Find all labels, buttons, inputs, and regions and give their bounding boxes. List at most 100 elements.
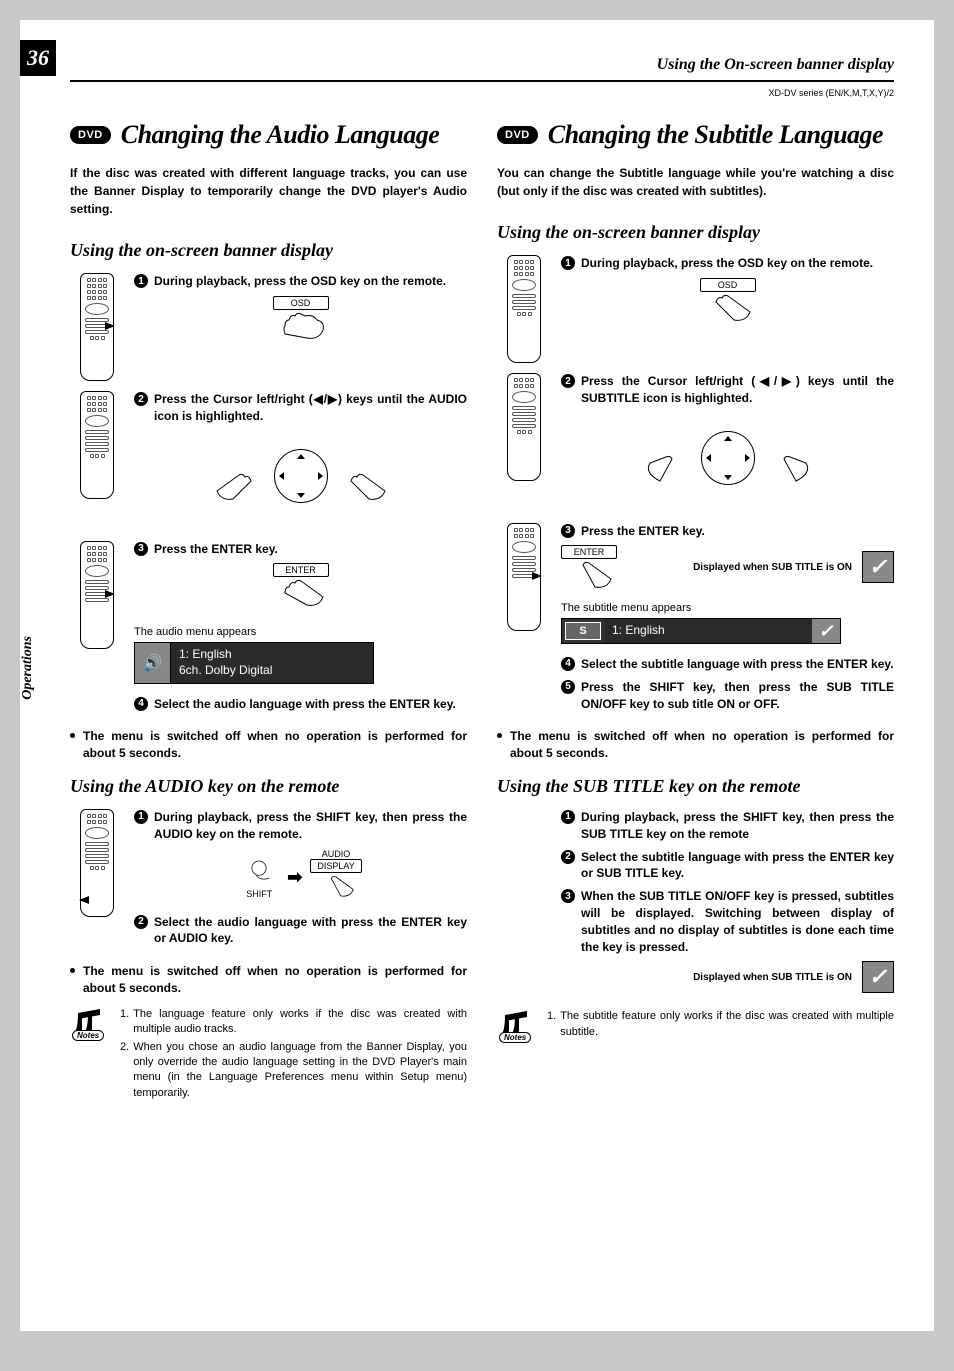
remote-icon [80, 541, 114, 649]
audio-menu-box: 🔊 1: English 6ch. Dolby Digital [134, 642, 374, 683]
step-text: Press the Cursor left/right (◀/▶) keys u… [581, 373, 894, 407]
subtitle-menu-caption: The subtitle menu appears [561, 602, 894, 614]
step-text: During playback, press the OSD key on th… [581, 255, 894, 272]
hand-icon [273, 310, 329, 346]
subsection-banner: Using the on-screen banner display [497, 222, 894, 243]
notes-label: Notes [499, 1032, 531, 1043]
check-icon: ✓ [812, 619, 840, 643]
step-number-icon: 1 [134, 810, 148, 824]
note-text: The menu is switched off when no operati… [83, 963, 467, 997]
note-number: 1. [120, 1007, 129, 1038]
step-number-icon: 2 [561, 374, 575, 388]
step-text: Press the Cursor left/right (◀/▶) keys u… [154, 391, 467, 425]
displayed-note: Displayed when SUB TITLE is ON [693, 971, 852, 984]
step-number-icon: 4 [561, 657, 575, 671]
notes-icon: Notes [497, 1009, 537, 1043]
remote-icon [507, 255, 541, 363]
section-title-subtitle: Changing the Subtitle Language [548, 120, 883, 150]
display-key-label: DISPLAY [310, 859, 361, 873]
remote-icon [80, 809, 114, 917]
notes-icon: Notes [70, 1007, 110, 1041]
check-icon: ✓ [862, 961, 894, 993]
step-number-icon: 3 [134, 542, 148, 556]
step-text: Select the subtitle language with press … [581, 656, 894, 673]
menu-line: 6ch. Dolby Digital [179, 663, 365, 679]
intro-text: You can change the Subtitle language whi… [497, 164, 894, 200]
step-text: Press the ENTER key. [154, 541, 467, 558]
subtitle-menu-box: S 1: English ✓ [561, 618, 841, 644]
step-number-icon: 4 [134, 697, 148, 711]
step-text: Select the audio language with press the… [154, 696, 467, 713]
step-number-icon: 3 [561, 524, 575, 538]
speaker-icon: 🔊 [135, 643, 171, 682]
note-text: The menu is switched off when no operati… [510, 728, 894, 762]
section-title-audio: Changing the Audio Language [121, 120, 440, 150]
audio-menu-caption: The audio menu appears [134, 626, 467, 638]
note-item: The subtitle feature only works if the d… [560, 1009, 894, 1040]
bullet-icon [70, 733, 75, 738]
manual-page: 36 Using the On-screen banner display XD… [20, 20, 934, 1331]
step-text: Press the ENTER key. [581, 523, 894, 540]
step-text: Press the SHIFT key, then press the SUB … [581, 679, 894, 713]
header-title: Using the On-screen banner display [657, 56, 894, 74]
step-number-icon: 1 [561, 256, 575, 270]
step-number-icon: 1 [561, 810, 575, 824]
step-text: Select the audio language with press the… [154, 914, 467, 948]
hand-icon [335, 471, 391, 507]
hand-icon [561, 559, 617, 595]
header-rule [70, 80, 894, 82]
dvd-badge-icon: DVD [497, 126, 538, 144]
subsection-audio-key: Using the AUDIO key on the remote [70, 776, 467, 797]
step-number-icon: 2 [561, 850, 575, 864]
bullet-icon [70, 968, 75, 973]
note-number: 1. [547, 1009, 556, 1040]
side-tab: Operations [18, 630, 38, 706]
dvd-badge-icon: DVD [70, 126, 111, 144]
note-item: The language feature only works if the d… [133, 1007, 467, 1038]
displayed-note: Displayed when SUB TITLE is ON [693, 561, 852, 574]
step-text: Select the subtitle language with press … [581, 849, 894, 883]
remote-icon [80, 391, 114, 499]
bullet-icon [497, 733, 502, 738]
hand-icon [211, 471, 267, 507]
enter-key-label: ENTER [561, 545, 617, 559]
check-icon: ✓ [862, 551, 894, 583]
subsection-subtitle-key: Using the SUB TITLE key on the remote [497, 776, 894, 797]
dpad-illustration [211, 431, 391, 521]
arrow-icon: ➡ [287, 867, 302, 888]
step-number-icon: 3 [561, 889, 575, 903]
remote-icon [507, 373, 541, 481]
step-text: During playback, press the OSD key on th… [154, 273, 467, 290]
left-column: DVD Changing the Audio Language If the d… [70, 120, 467, 1103]
osd-key-label: OSD [273, 296, 329, 310]
right-column: DVD Changing the Subtitle Language You c… [497, 120, 894, 1103]
hand-icon [273, 577, 329, 613]
enter-key-label: ENTER [273, 563, 329, 577]
page-number: 36 [20, 40, 56, 76]
header-series: XD-DV series (EN/K,M,T,X,Y)/2 [768, 88, 894, 98]
step-number-icon: 5 [561, 680, 575, 694]
hand-icon [700, 292, 756, 328]
dpad-illustration [638, 413, 818, 503]
s-icon: S [565, 622, 601, 640]
notes-label: Notes [72, 1030, 104, 1041]
step-text: When the SUB TITLE ON/OFF key is pressed… [581, 888, 894, 955]
subsection-banner: Using the on-screen banner display [70, 240, 467, 261]
remote-icon [507, 523, 541, 631]
shift-label: SHIFT [239, 889, 279, 899]
audio-label: AUDIO [310, 849, 361, 859]
menu-line: 1: English [179, 647, 365, 663]
remote-icon [80, 273, 114, 381]
note-item: When you chose an audio language from th… [133, 1040, 467, 1102]
note-number: 2. [120, 1040, 129, 1102]
step-number-icon: 2 [134, 915, 148, 929]
step-text: During playback, press the SHIFT key, th… [581, 809, 894, 843]
step-number-icon: 1 [134, 274, 148, 288]
shift-audio-illustration: SHIFT ➡ AUDIO DISPLAY [134, 849, 467, 906]
note-text: The menu is switched off when no operati… [83, 728, 467, 762]
step-text: During playback, press the SHIFT key, th… [154, 809, 467, 843]
menu-line: 1: English [612, 623, 665, 639]
osd-key-label: OSD [700, 278, 756, 292]
step-number-icon: 2 [134, 392, 148, 406]
intro-text: If the disc was created with different l… [70, 164, 467, 218]
